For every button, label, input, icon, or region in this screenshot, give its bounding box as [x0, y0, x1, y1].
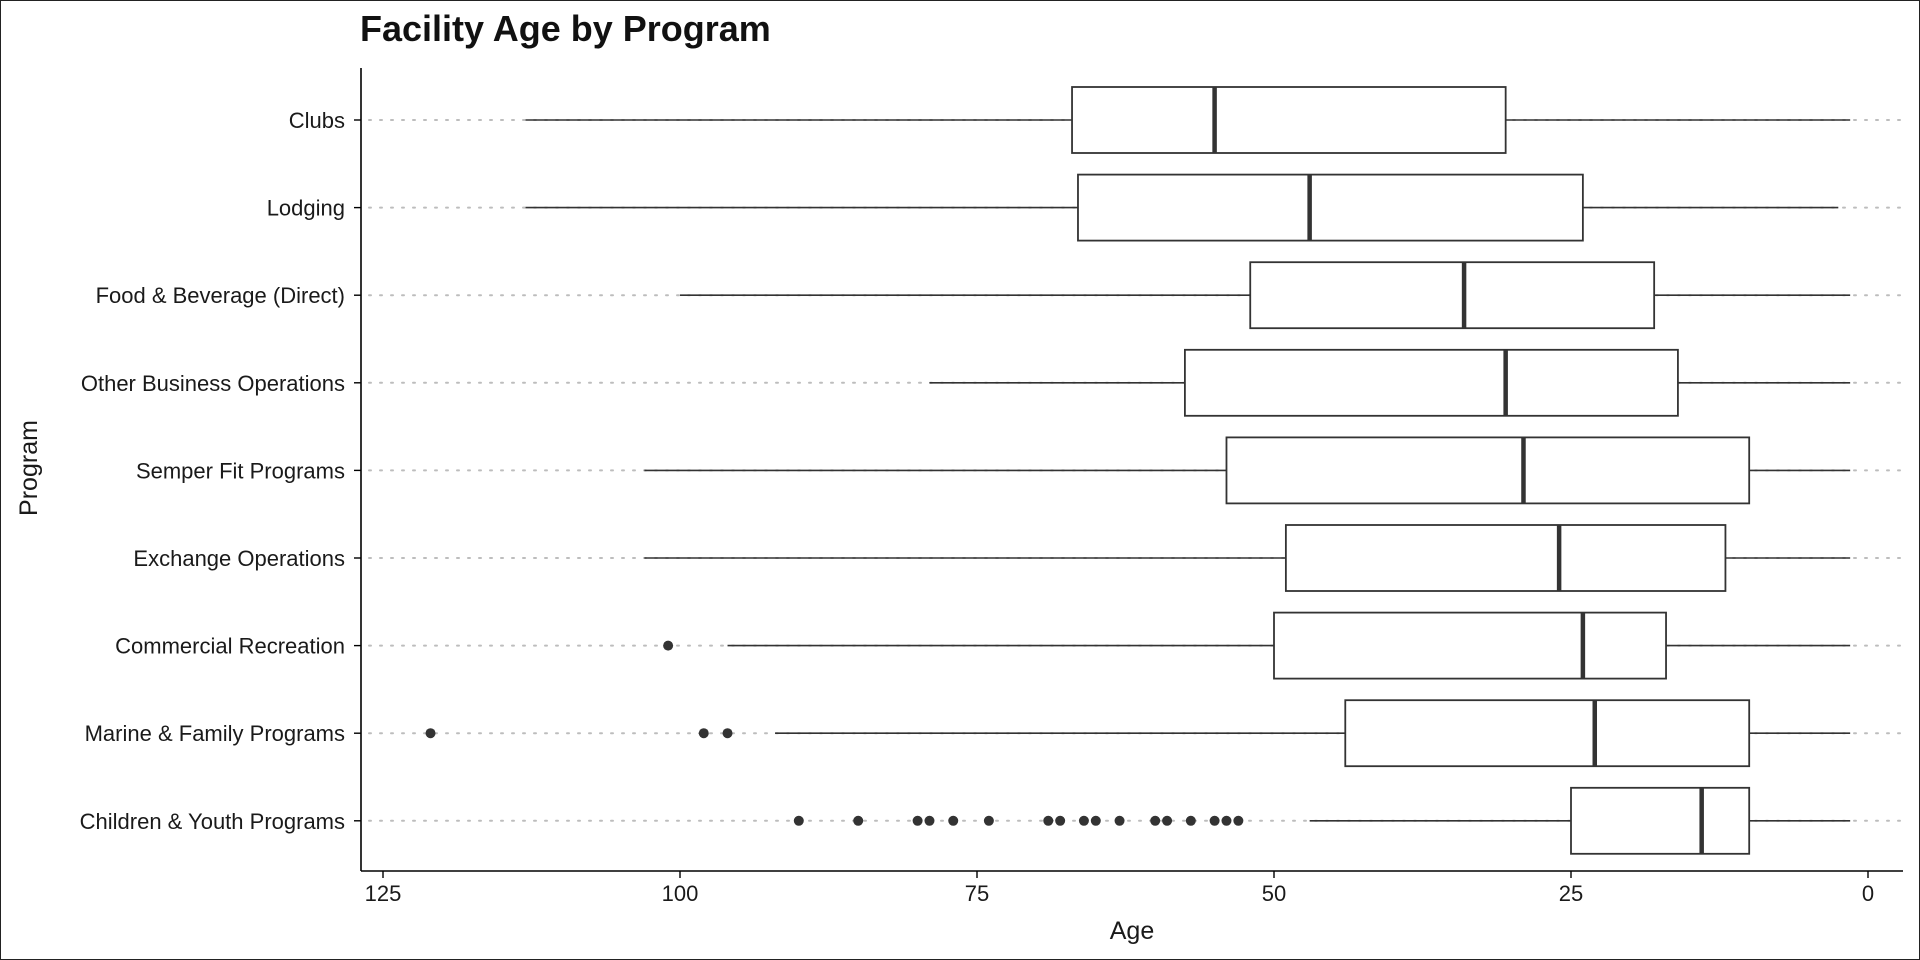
box-iqr	[1184, 348, 1679, 417]
box-iqr	[1249, 261, 1656, 330]
category-label: Clubs	[289, 108, 345, 133]
x-tick-label: 0	[1862, 881, 1874, 906]
outlier-point	[663, 640, 674, 651]
outlier-point	[1150, 815, 1161, 826]
category-label: Children & Youth Programs	[80, 809, 345, 834]
outlier-point	[853, 815, 864, 826]
y-axis-title: Program	[15, 420, 43, 516]
outlier-point	[1090, 815, 1101, 826]
outlier-point	[1055, 815, 1066, 826]
outlier-point	[1114, 815, 1125, 826]
box-iqr	[1570, 786, 1751, 855]
outlier-point	[912, 815, 923, 826]
category-label-layer: Clubs Lodging Food & Beverage (Direct) Othe…	[80, 108, 361, 834]
outlier-point	[425, 728, 436, 739]
outlier-point	[924, 815, 935, 826]
outlier-point	[1185, 815, 1196, 826]
x-tick-label: 125	[365, 881, 402, 906]
category-label: Lodging	[267, 196, 345, 221]
box-iqr	[1284, 524, 1727, 592]
outlier-point	[1221, 815, 1232, 826]
outlier-point	[1043, 815, 1054, 826]
x-axis-title: Age	[1110, 917, 1154, 945]
box-iqr	[1077, 173, 1584, 242]
box-iqr	[1344, 699, 1751, 768]
outlier-point	[1233, 815, 1244, 826]
x-tick-label: 75	[965, 881, 989, 906]
x-tick-layer: 125 100 75 50 25 0	[365, 871, 1874, 906]
outlier-point	[948, 815, 959, 826]
outlier-point	[983, 815, 994, 826]
category-label: Food & Beverage (Direct)	[96, 283, 345, 308]
x-tick-label: 100	[662, 881, 699, 906]
outlier-point	[698, 728, 709, 739]
box-iqr	[1071, 86, 1507, 154]
category-label: Other Business Operations	[81, 371, 345, 396]
box-iqr	[1273, 611, 1667, 680]
outlier-point	[1162, 815, 1173, 826]
x-tick-label: 50	[1262, 881, 1286, 906]
category-label: Commercial Recreation	[115, 634, 345, 659]
category-label: Semper Fit Programs	[136, 458, 345, 483]
outlier-point	[722, 728, 733, 739]
chart-title: Facility Age by Program	[360, 8, 771, 49]
box-iqr	[1225, 436, 1751, 505]
x-tick-label: 25	[1559, 881, 1583, 906]
category-label: Marine & Family Programs	[85, 721, 345, 746]
box-layer	[425, 86, 1851, 855]
outlier-point	[1078, 815, 1089, 826]
outlier-point	[1209, 815, 1220, 826]
outlier-point	[793, 815, 804, 826]
category-label: Exchange Operations	[133, 546, 345, 571]
